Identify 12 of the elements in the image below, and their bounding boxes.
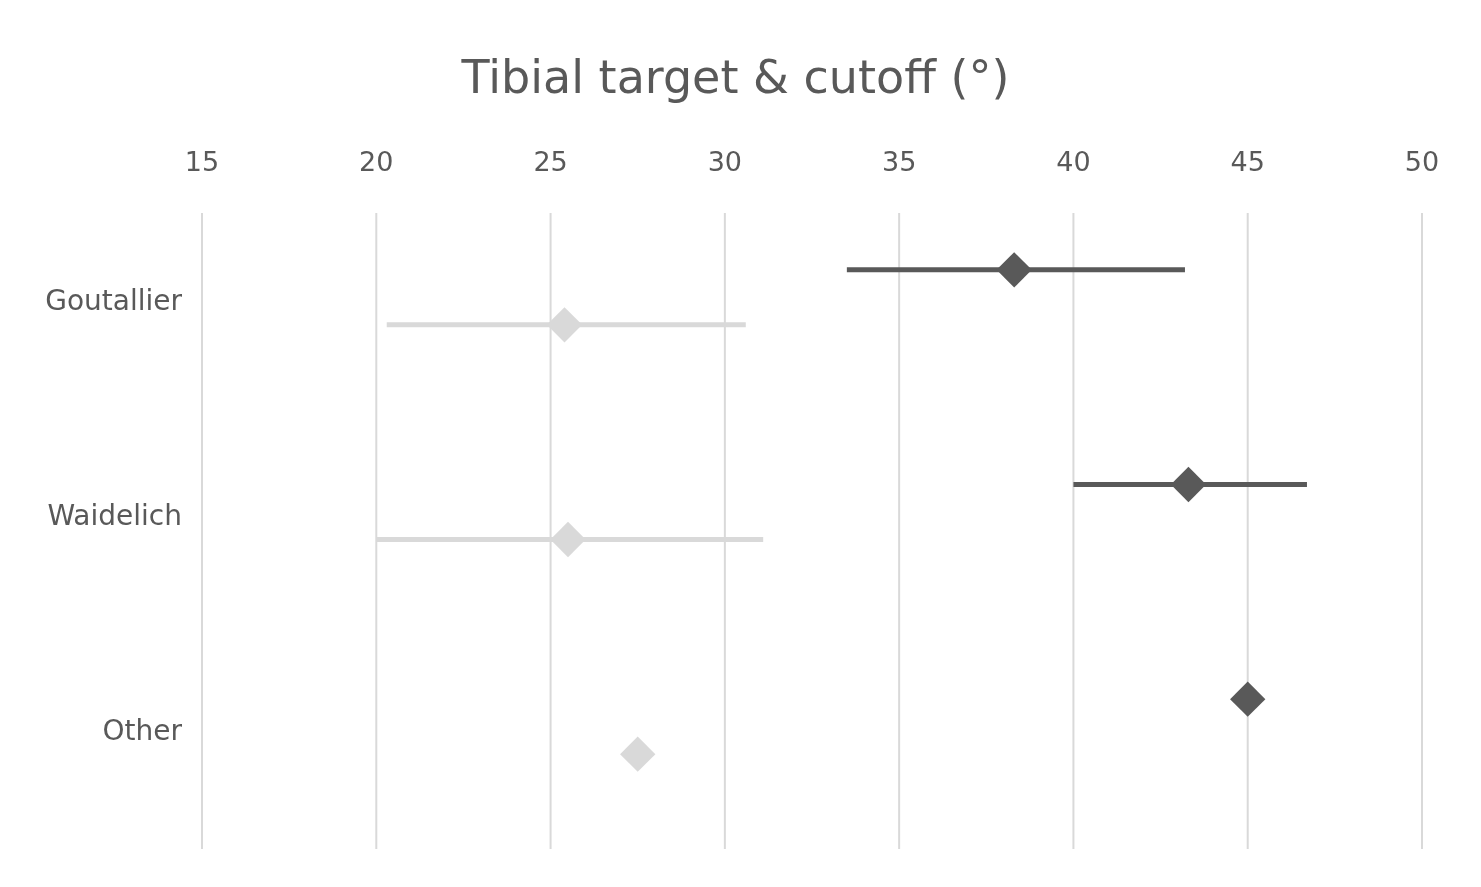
x-tick-label: 45 xyxy=(1230,146,1265,177)
x-tick-label: 25 xyxy=(533,146,568,177)
x-tick-label: 50 xyxy=(1404,146,1440,177)
x-tick-label: 15 xyxy=(184,146,220,177)
chart-title: Tibial target & cutoff (°) xyxy=(460,50,1010,104)
x-tick-label: 35 xyxy=(881,146,917,177)
y-tick-label: Goutallier xyxy=(45,284,183,318)
x-tick-label: 40 xyxy=(1056,146,1091,177)
x-tick-label: 20 xyxy=(359,146,394,177)
y-tick-label: Waidelich xyxy=(47,499,182,532)
x-tick-label: 30 xyxy=(707,146,743,177)
y-tick-label: Other xyxy=(102,713,183,747)
